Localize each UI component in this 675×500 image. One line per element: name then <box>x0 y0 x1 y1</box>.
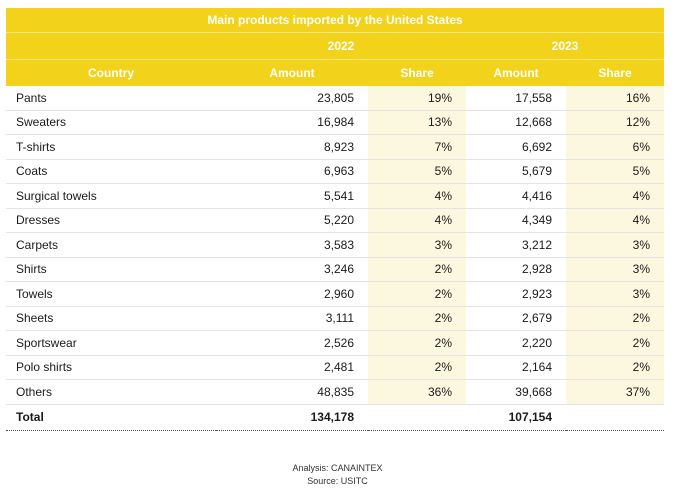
row-amount-2022: 3,111 <box>216 306 368 331</box>
row-share-2023: 4% <box>566 208 665 233</box>
footer: Analysis: CANAINTEX Source: USITC <box>0 462 675 488</box>
row-amount-2023: 12,668 <box>466 110 566 135</box>
row-share-2023: 6% <box>566 134 665 160</box>
row-country: Coats <box>6 159 216 184</box>
row-country: Sweaters <box>6 110 216 135</box>
column-header-amount-2023: Amount <box>466 59 566 86</box>
table-row: Shirts 3,246 2% 2,928 3% <box>6 257 665 282</box>
row-share-2023: 3% <box>566 257 665 282</box>
row-share-2022: 7% <box>368 134 466 160</box>
total-row: Total 134,178 107,154 <box>6 404 665 431</box>
total-share-2023-empty <box>566 404 665 431</box>
row-share-2022: 4% <box>368 208 466 233</box>
row-amount-2022: 3,583 <box>216 232 368 258</box>
table-row: Pants 23,805 19% 17,558 16% <box>6 86 665 111</box>
table-row: Sportswear 2,526 2% 2,220 2% <box>6 330 665 356</box>
row-amount-2023: 2,928 <box>466 257 566 282</box>
row-amount-2022: 3,246 <box>216 257 368 282</box>
row-amount-2023: 3,212 <box>466 232 566 258</box>
row-amount-2022: 2,526 <box>216 330 368 356</box>
row-country: Polo shirts <box>6 355 216 380</box>
year-header-2023: 2023 <box>466 32 665 60</box>
row-country: Towels <box>6 281 216 307</box>
row-share-2022: 2% <box>368 257 466 282</box>
row-share-2023: 3% <box>566 281 665 307</box>
row-share-2022: 3% <box>368 232 466 258</box>
row-amount-2022: 2,481 <box>216 355 368 380</box>
row-share-2023: 12% <box>566 110 665 135</box>
table-row: Others 48,835 36% 39,668 37% <box>6 379 665 405</box>
row-share-2023: 2% <box>566 330 665 356</box>
row-amount-2023: 5,679 <box>466 159 566 184</box>
row-country: Carpets <box>6 232 216 258</box>
row-country: Sheets <box>6 306 216 331</box>
row-country: Pants <box>6 86 216 111</box>
total-label: Total <box>6 404 216 431</box>
year-spacer <box>6 32 216 60</box>
row-country: Surgical towels <box>6 183 216 209</box>
row-share-2023: 2% <box>566 306 665 331</box>
year-header-2022: 2022 <box>216 32 466 60</box>
row-share-2022: 2% <box>368 306 466 331</box>
table-row: Polo shirts 2,481 2% 2,164 2% <box>6 355 665 380</box>
analysis-credit: Analysis: CANAINTEX <box>292 463 383 473</box>
table-row: Towels 2,960 2% 2,923 3% <box>6 281 665 307</box>
row-share-2023: 37% <box>566 379 665 405</box>
row-share-2023: 5% <box>566 159 665 184</box>
row-share-2023: 16% <box>566 86 665 111</box>
row-amount-2023: 2,679 <box>466 306 566 331</box>
table-body: Pants 23,805 19% 17,558 16% Sweaters 16,984 13%… <box>6 86 665 431</box>
table-title: Main products imported by the United Sta… <box>6 8 665 33</box>
row-share-2022: 2% <box>368 355 466 380</box>
row-amount-2022: 23,805 <box>216 86 368 111</box>
row-amount-2023: 39,668 <box>466 379 566 405</box>
row-share-2022: 13% <box>368 110 466 135</box>
row-country: Sportswear <box>6 330 216 356</box>
row-amount-2022: 5,220 <box>216 208 368 233</box>
row-amount-2022: 8,923 <box>216 134 368 160</box>
table-row: Sweaters 16,984 13% 12,668 12% <box>6 110 665 135</box>
source-credit: Source: USITC <box>307 476 368 486</box>
total-share-2022-empty <box>368 404 466 431</box>
row-share-2023: 4% <box>566 183 665 209</box>
row-amount-2023: 4,416 <box>466 183 566 209</box>
row-amount-2022: 2,960 <box>216 281 368 307</box>
row-amount-2022: 16,984 <box>216 110 368 135</box>
row-country: Shirts <box>6 257 216 282</box>
table-row: Surgical towels 5,541 4% 4,416 4% <box>6 183 665 209</box>
row-amount-2023: 2,220 <box>466 330 566 356</box>
row-amount-2022: 48,835 <box>216 379 368 405</box>
table-row: Coats 6,963 5% 5,679 5% <box>6 159 665 184</box>
total-amount-2022: 134,178 <box>216 404 368 431</box>
row-amount-2023: 17,558 <box>466 86 566 111</box>
row-share-2022: 19% <box>368 86 466 111</box>
row-amount-2023: 2,923 <box>466 281 566 307</box>
imports-table: Main products imported by the United Sta… <box>6 8 665 431</box>
row-amount-2022: 6,963 <box>216 159 368 184</box>
row-share-2022: 36% <box>368 379 466 405</box>
column-header-country: Country <box>6 59 216 86</box>
row-share-2022: 2% <box>368 281 466 307</box>
row-share-2022: 5% <box>368 159 466 184</box>
row-share-2022: 4% <box>368 183 466 209</box>
row-amount-2023: 4,349 <box>466 208 566 233</box>
table-row: Carpets 3,583 3% 3,212 3% <box>6 232 665 258</box>
column-header-amount-2022: Amount <box>216 59 368 86</box>
row-country: Others <box>6 379 216 405</box>
row-country: T-shirts <box>6 134 216 160</box>
row-country: Dresses <box>6 208 216 233</box>
row-amount-2023: 2,164 <box>466 355 566 380</box>
column-header-share-2022: Share <box>368 59 466 86</box>
table-row: Dresses 5,220 4% 4,349 4% <box>6 208 665 233</box>
row-share-2023: 2% <box>566 355 665 380</box>
imports-table-container: Main products imported by the United Sta… <box>6 8 665 431</box>
table-row: Sheets 3,111 2% 2,679 2% <box>6 306 665 331</box>
row-share-2023: 3% <box>566 232 665 258</box>
total-amount-2023: 107,154 <box>466 404 566 431</box>
row-amount-2022: 5,541 <box>216 183 368 209</box>
table-row: T-shirts 8,923 7% 6,692 6% <box>6 134 665 160</box>
row-amount-2023: 6,692 <box>466 134 566 160</box>
row-share-2022: 2% <box>368 330 466 356</box>
column-header-share-2023: Share <box>566 59 665 86</box>
